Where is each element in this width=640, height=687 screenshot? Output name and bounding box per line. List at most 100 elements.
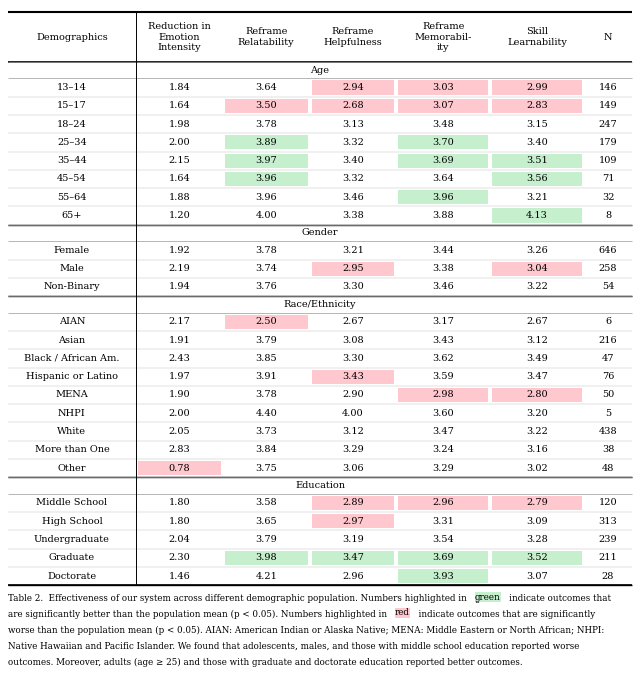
Text: 3.22: 3.22 — [526, 427, 548, 436]
Text: Reframe
Memorabil-
ity: Reframe Memorabil- ity — [415, 22, 472, 52]
Text: 2.96: 2.96 — [342, 572, 364, 581]
Text: High School: High School — [42, 517, 102, 526]
Text: Male: Male — [60, 264, 84, 273]
Text: 3.08: 3.08 — [342, 335, 364, 345]
Text: 3.76: 3.76 — [255, 282, 277, 291]
Text: 32: 32 — [602, 193, 614, 202]
Text: 0.78: 0.78 — [169, 464, 190, 473]
Text: 3.30: 3.30 — [342, 282, 364, 291]
Text: 3.30: 3.30 — [342, 354, 364, 363]
Text: 3.38: 3.38 — [342, 211, 364, 220]
Bar — [312, 262, 394, 275]
Text: 1.92: 1.92 — [168, 246, 190, 255]
Text: 3.84: 3.84 — [255, 445, 277, 454]
Bar — [398, 80, 488, 95]
Text: 55–64: 55–64 — [57, 193, 86, 202]
Text: Female: Female — [54, 246, 90, 255]
Text: Education: Education — [295, 481, 345, 490]
Text: 1.80: 1.80 — [169, 517, 190, 526]
Text: 3.44: 3.44 — [432, 246, 454, 255]
Text: 1.90: 1.90 — [169, 390, 190, 399]
Text: Demographics: Demographics — [36, 32, 108, 42]
Text: 646: 646 — [599, 246, 617, 255]
Text: 3.64: 3.64 — [255, 83, 277, 92]
Text: 3.40: 3.40 — [342, 156, 364, 165]
Bar — [492, 208, 582, 223]
Text: 3.29: 3.29 — [432, 464, 454, 473]
Text: 2.00: 2.00 — [169, 138, 190, 147]
Text: 3.85: 3.85 — [255, 354, 277, 363]
Text: Non-Binary: Non-Binary — [44, 282, 100, 291]
Bar — [492, 172, 582, 186]
Text: 3.97: 3.97 — [255, 156, 277, 165]
Text: 1.98: 1.98 — [169, 120, 190, 128]
Text: 2.67: 2.67 — [526, 317, 548, 326]
Text: 258: 258 — [599, 264, 617, 273]
Text: Undergraduate: Undergraduate — [34, 535, 110, 544]
Text: Graduate: Graduate — [49, 553, 95, 563]
Text: 3.46: 3.46 — [432, 282, 454, 291]
Text: 3.75: 3.75 — [255, 464, 277, 473]
Bar — [8, 12, 632, 585]
Text: 3.47: 3.47 — [432, 427, 454, 436]
Text: More than One: More than One — [35, 445, 109, 454]
Text: 2.99: 2.99 — [526, 83, 548, 92]
Text: 3.09: 3.09 — [526, 517, 548, 526]
Text: 2.05: 2.05 — [169, 427, 190, 436]
Text: 2.96: 2.96 — [433, 499, 454, 508]
Text: Native Hawaiian and Pacific Islander. We found that adolescents, males, and thos: Native Hawaiian and Pacific Islander. We… — [8, 642, 579, 651]
Text: 149: 149 — [598, 101, 618, 111]
Text: AIAN: AIAN — [59, 317, 85, 326]
Text: 1.88: 1.88 — [169, 193, 190, 202]
Text: 3.32: 3.32 — [342, 138, 364, 147]
Text: 1.80: 1.80 — [169, 499, 190, 508]
Text: 4.00: 4.00 — [255, 211, 277, 220]
Text: 3.32: 3.32 — [342, 174, 364, 183]
Text: 3.26: 3.26 — [526, 246, 548, 255]
Text: 3.03: 3.03 — [432, 83, 454, 92]
Text: 5: 5 — [605, 409, 611, 418]
Text: 3.93: 3.93 — [432, 572, 454, 581]
Text: 3.73: 3.73 — [255, 427, 277, 436]
Text: 3.38: 3.38 — [432, 264, 454, 273]
Text: 2.00: 2.00 — [169, 409, 190, 418]
Text: Skill
Learnability: Skill Learnability — [507, 27, 567, 47]
Bar — [312, 80, 394, 95]
Text: 2.83: 2.83 — [526, 101, 548, 111]
Text: Reframe
Helpfulness: Reframe Helpfulness — [324, 27, 382, 47]
Text: 6: 6 — [605, 317, 611, 326]
Text: 2.83: 2.83 — [168, 445, 190, 454]
Text: 28: 28 — [602, 572, 614, 581]
Text: 4.40: 4.40 — [255, 409, 277, 418]
Bar — [398, 99, 488, 113]
Bar — [492, 496, 582, 510]
Text: 3.04: 3.04 — [526, 264, 548, 273]
Text: 3.24: 3.24 — [432, 445, 454, 454]
Bar — [492, 388, 582, 402]
Text: 3.70: 3.70 — [432, 138, 454, 147]
Text: 76: 76 — [602, 372, 614, 381]
Text: 3.88: 3.88 — [433, 211, 454, 220]
Text: Gender: Gender — [301, 229, 339, 238]
Text: 2.67: 2.67 — [342, 317, 364, 326]
Text: 313: 313 — [598, 517, 618, 526]
Bar — [492, 551, 582, 565]
Text: 3.65: 3.65 — [255, 517, 277, 526]
Text: 3.12: 3.12 — [342, 427, 364, 436]
Text: 2.94: 2.94 — [342, 83, 364, 92]
Text: 438: 438 — [598, 427, 618, 436]
Bar — [492, 262, 582, 275]
Text: 3.29: 3.29 — [342, 445, 364, 454]
Text: 3.91: 3.91 — [255, 372, 277, 381]
Text: 3.78: 3.78 — [255, 390, 277, 399]
Bar — [492, 99, 582, 113]
Text: 1.20: 1.20 — [168, 211, 190, 220]
Text: 3.20: 3.20 — [526, 409, 548, 418]
Text: 45–54: 45–54 — [57, 174, 86, 183]
Text: 1.64: 1.64 — [168, 174, 190, 183]
Bar — [138, 461, 221, 475]
Text: 2.43: 2.43 — [168, 354, 190, 363]
Text: 48: 48 — [602, 464, 614, 473]
Text: 3.89: 3.89 — [255, 138, 277, 147]
Text: 3.78: 3.78 — [255, 246, 277, 255]
